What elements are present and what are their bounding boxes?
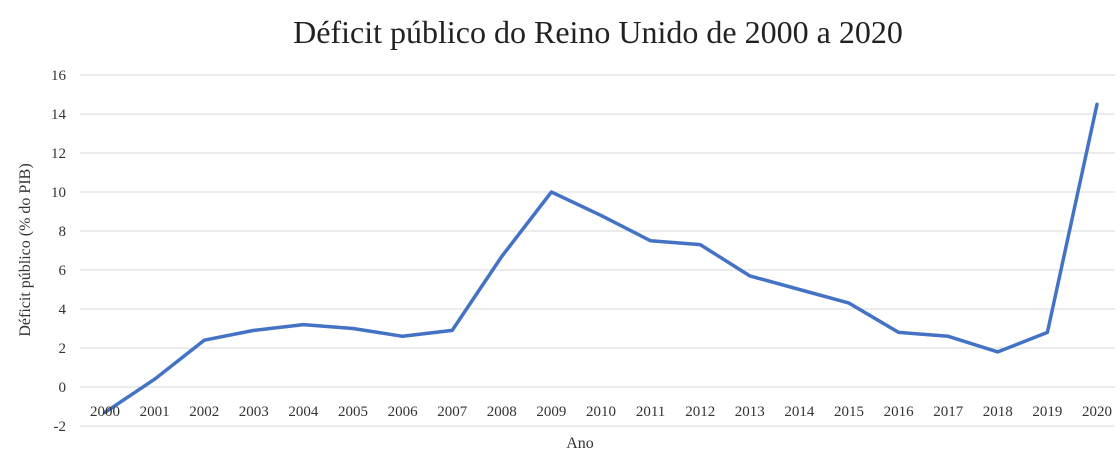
x-tick-label: 2012 [685, 404, 715, 420]
x-tick-label: 2008 [487, 404, 517, 420]
x-tick-label: 2011 [636, 404, 665, 420]
y-tick-label: 0 [59, 380, 67, 396]
data-point [698, 243, 702, 247]
x-tick-label: 2010 [586, 404, 616, 420]
x-tick-label: 2007 [437, 404, 468, 420]
x-tick-label: 2000 [90, 404, 120, 420]
x-tick-label: 2009 [536, 404, 566, 420]
data-point [351, 327, 355, 330]
x-tick-label: 2004 [288, 404, 319, 420]
x-tick-label: 2013 [735, 404, 765, 420]
x-axis-ticks: 2000 2001 2002 2003 2004 2005 2006 2007 2008 2009… [90, 404, 1112, 420]
x-tick-label: 2014 [784, 404, 815, 420]
x-tick-label: 2015 [834, 404, 864, 420]
chart-title: Déficit público do Reino Unido de 2000 a… [293, 14, 903, 50]
y-tick-label: 4 [59, 302, 67, 318]
data-point [797, 288, 801, 291]
data-point [252, 328, 256, 332]
y-tick-label: 10 [51, 185, 66, 201]
y-tick-label: 6 [59, 263, 67, 279]
data-point [450, 328, 454, 332]
x-tick-label: 2003 [239, 404, 269, 420]
data-point [996, 350, 1000, 354]
x-tick-label: 2017 [933, 404, 964, 420]
x-tick-label: 2020 [1082, 404, 1112, 420]
x-tick-label: 2002 [189, 404, 219, 420]
x-tick-label: 2018 [983, 404, 1013, 420]
x-tick-label: 2016 [884, 404, 915, 420]
data-point [1045, 330, 1049, 334]
data-point [946, 334, 950, 338]
data-point [202, 338, 206, 342]
y-axis-ticks: -2 0 2 4 6 8 10 12 14 16 [51, 68, 67, 435]
x-tick-label: 2001 [140, 404, 170, 420]
data-point [500, 254, 504, 258]
data-point [401, 334, 405, 338]
y-tick-label: 16 [51, 68, 67, 84]
data-point [301, 323, 305, 327]
y-tick-label: 14 [51, 107, 67, 123]
y-tick-label: 8 [59, 224, 67, 240]
series-layer [103, 102, 1099, 415]
y-tick-label: 12 [51, 146, 66, 162]
data-point [847, 301, 851, 305]
data-point [599, 213, 603, 217]
data-point [549, 190, 553, 194]
data-point [1095, 102, 1099, 106]
data-point [897, 330, 901, 334]
y-tick-label: -2 [54, 419, 67, 435]
data-point [103, 410, 107, 414]
y-axis-label: Déficit público (% do PIB) [17, 163, 34, 336]
y-tick-label: 2 [59, 341, 67, 357]
x-tick-label: 2019 [1032, 404, 1062, 420]
x-tick-label: 2006 [388, 404, 419, 420]
data-point [153, 377, 157, 381]
series-line [103, 102, 1099, 415]
data-point [649, 239, 653, 243]
data-point [748, 274, 752, 278]
x-tick-label: 2005 [338, 404, 368, 420]
gridlines [80, 74, 1115, 427]
x-axis-label: Ano [566, 435, 594, 452]
